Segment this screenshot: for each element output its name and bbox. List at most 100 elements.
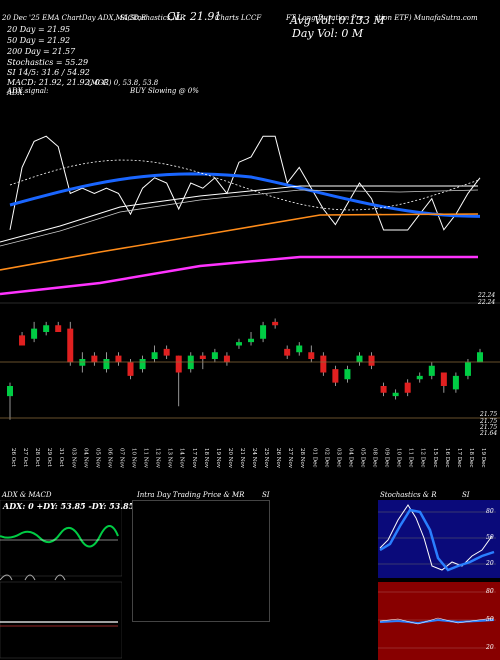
date-tick: 28 Nov (299, 448, 305, 469)
adx-panel-title: ADX & MACD (2, 491, 52, 499)
candle-body (199, 355, 206, 359)
ema20-label: 20 Day = 21.95 (7, 25, 71, 34)
price-axis-3: 21.75 (480, 424, 498, 431)
candle (320, 352, 327, 376)
date-tick: 09 Dec (384, 448, 390, 468)
candle (332, 365, 339, 386)
rsi-axis-50: 50 (486, 616, 494, 623)
date-tick: 18 Dec (468, 448, 474, 468)
mr-panel (132, 500, 270, 622)
candle (67, 321, 74, 366)
candle (199, 352, 206, 370)
adx-label: ADX: (7, 89, 26, 97)
date-tick: 03 Dec (335, 448, 341, 468)
header-line1-left: 20 Dec '25 EMA ChartDay ADX,MACD,R (2, 14, 147, 22)
candle (452, 372, 459, 393)
ema100-line (0, 189, 479, 247)
candle-body (115, 355, 122, 363)
ema-axis-top: 22.24 (478, 292, 496, 299)
candle-body (284, 348, 291, 356)
ema-dotted-line (9, 159, 481, 211)
rsi-axis-80: 80 (486, 588, 494, 595)
ema200-orange-line (0, 213, 479, 271)
candle (296, 342, 303, 356)
header-line1-mid: SI,Stochastics,MR (120, 14, 186, 22)
date-tick: 17 Dec (456, 448, 462, 468)
candle-body (43, 325, 50, 332)
adx-line (0, 525, 119, 548)
candle (477, 348, 483, 363)
stoch-panel-title: Stochastics & R (380, 491, 437, 499)
date-tick: 16 Dec (444, 448, 450, 468)
date-tick: 05 Nov (94, 448, 100, 469)
date-tick: 02 Dec (323, 448, 329, 468)
candle-body (380, 386, 387, 393)
close-price: CL: 21.91 (167, 10, 222, 23)
macd-hump (0, 574, 66, 581)
date-tick: 20 Nov (227, 448, 233, 469)
date-tick: 31 Oct (58, 448, 64, 467)
date-tick: 04 Nov (82, 448, 88, 469)
date-tick: 19 Dec (480, 448, 486, 468)
avg-volume: Avg Vol: 0.133 M (290, 14, 385, 27)
ema50-label: 50 Day = 21.92 (7, 36, 71, 45)
candle-body (127, 362, 134, 376)
candle-body (452, 375, 459, 390)
candle-body (103, 359, 110, 370)
candle-body (248, 338, 255, 343)
date-axis: 26 Oct 27 Oct 28 Oct 29 Oct 31 Oct 03 Nov 04 N… (10, 448, 486, 469)
mrsi-line (379, 617, 495, 625)
main-chart: 26 Oct 27 Oct 28 Oct 29 Oct 31 Oct 03 Nov 04 N… (0, 135, 500, 469)
candle-body (404, 382, 411, 393)
price-line (9, 135, 481, 231)
candle (284, 345, 291, 359)
candle-body (332, 369, 339, 383)
candle (31, 321, 38, 343)
ema-lines (0, 135, 481, 296)
candle-body (356, 355, 363, 363)
candle-body (235, 342, 242, 346)
candle (368, 352, 375, 370)
date-tick: 06 Nov (106, 448, 112, 469)
candle (260, 321, 267, 343)
candle-body (477, 352, 483, 363)
candle (248, 332, 255, 346)
candles (7, 318, 483, 420)
date-tick: 10 Nov (131, 448, 137, 469)
candle-body (260, 325, 267, 339)
adx-macd-panel (0, 500, 122, 659)
rsi-line (379, 618, 495, 625)
date-tick: 01 Dec (311, 448, 317, 468)
candle (440, 372, 447, 393)
candle (428, 362, 435, 380)
candle (235, 338, 242, 349)
date-tick: 11 Nov (143, 448, 149, 469)
mr-panel-title: Intra Day Trading Price & MR (137, 491, 245, 499)
candle-body (175, 355, 182, 373)
candle (139, 355, 146, 373)
adx-reading: ADX: 0 +DY: 53.85 -DY: 53.85 (3, 501, 135, 511)
ema200-pink-line (0, 255, 478, 296)
price-axis-1: 21.75 (480, 411, 498, 418)
candle (404, 379, 411, 397)
candle-body (392, 392, 399, 397)
date-tick: 04 Dec (347, 448, 353, 468)
stoch-axis-80: 80 (486, 508, 494, 515)
candle-body (151, 352, 158, 359)
candle-body (67, 328, 74, 363)
candle-body (91, 355, 98, 363)
candle (7, 382, 13, 420)
date-tick: 21 Nov (239, 448, 245, 469)
stoch-axis-50: 50 (486, 534, 494, 541)
candle (175, 355, 182, 407)
date-tick: 26 Nov (275, 448, 281, 469)
stoch-rsi-panel (378, 500, 500, 660)
date-tick: 13 Nov (167, 448, 173, 469)
date-tick: 03 Nov (70, 448, 76, 469)
candle (344, 365, 351, 383)
candle-body (368, 355, 375, 366)
candle (308, 345, 315, 363)
candle-body (296, 345, 303, 353)
candle (115, 352, 122, 366)
date-tick: 18 Nov (203, 448, 209, 469)
